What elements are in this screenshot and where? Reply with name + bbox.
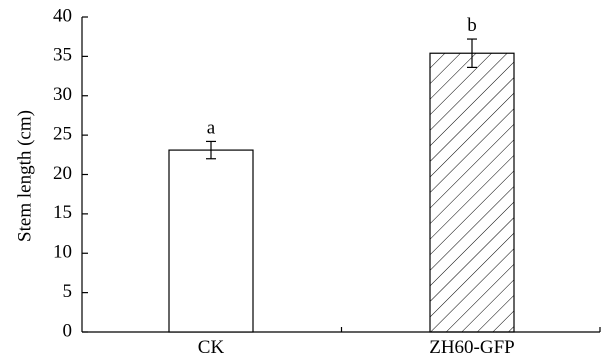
y-tick-label: 25 [53,123,72,144]
bar-ck [168,149,254,333]
y-tick-label: 15 [53,202,72,223]
y-tick-label: 10 [53,242,72,263]
x-category-label: CK [198,337,225,358]
y-tick-label: 0 [63,320,73,341]
y-tick-label: 20 [53,163,72,184]
x-category-label: ZH60-GFP [429,337,515,358]
y-tick-label: 5 [63,281,73,302]
y-tick-label: 40 [53,5,72,26]
y-tick-label: 30 [53,84,72,105]
significance-label: b [467,15,477,36]
y-axis-title: Stem length (cm) [14,110,35,242]
significance-label: a [207,117,216,138]
bar-zh60-gfp [429,52,515,333]
y-tick-label: 35 [53,45,72,66]
